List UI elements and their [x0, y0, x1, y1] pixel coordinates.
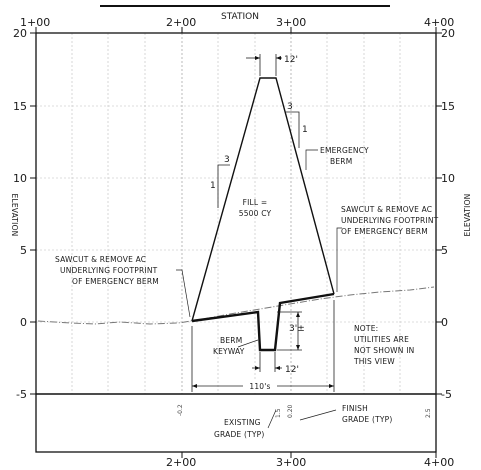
station-label-bottom-2: 3+00 [276, 456, 306, 469]
sawcut-left-leader [176, 269, 191, 318]
grade-readout-right: 2.5 [425, 408, 432, 418]
grade-readout-left: -0.2 [177, 404, 184, 416]
emergency-berm-label-line2: BERM [330, 157, 352, 166]
elev-label-left-15: 15 [13, 100, 27, 113]
elev-label-left-20: 20 [13, 27, 27, 40]
station-label-bottom-1: 2+00 [166, 456, 196, 469]
emergency-berm-leader [305, 149, 318, 170]
base-width-label: 110's [249, 382, 270, 391]
station-ticks [35, 27, 437, 458]
station-label-top-1: 1+00 [20, 16, 50, 29]
top-width-dimension [246, 54, 282, 76]
elev-label-right-neg5: -5 [441, 388, 452, 401]
station-label-top-4: 4+00 [424, 16, 454, 29]
slope-right-run-label: 1 [302, 125, 308, 135]
existing-grade-line [37, 286, 435, 325]
slope-right-rise-label: 3 [287, 102, 293, 112]
elevation-ticks [30, 32, 442, 395]
elev-label-left-neg5: -5 [16, 388, 27, 401]
base-width-dimension [191, 300, 335, 392]
elev-label-right-0: 0 [441, 316, 448, 329]
note-label-line2: UTILITIES ARE [354, 335, 409, 344]
elev-label-left-0: 0 [20, 316, 27, 329]
station-label-top-3: 3+00 [276, 16, 306, 29]
base-width-label-bg [243, 379, 277, 391]
finish-grade-line [191, 292, 335, 352]
elev-label-left-5: 5 [20, 244, 27, 257]
sawcut-left-label-line3: OF EMERGENCY BERM [72, 277, 159, 286]
existing-grade-label-line2: GRADE (TYP) [214, 430, 265, 439]
sawcut-right-label-line3: OF EMERGENCY BERM [341, 227, 428, 236]
keyway-width-dimension [252, 352, 282, 372]
grade-readout-mid-2: 0.20 [287, 404, 294, 418]
berm-keyway-label-line1: BERM [220, 336, 242, 345]
keyway-depth-label: 3'± [289, 324, 305, 334]
sawcut-right-label-line1: SAWCUT & REMOVE AC [341, 205, 432, 214]
slope-indicator-left [217, 164, 230, 208]
note-label-line4: THIS VIEW [353, 357, 395, 366]
horizontal-grid [36, 105, 436, 323]
slope-indicator-right [285, 111, 300, 148]
grade-band [35, 393, 437, 453]
elev-label-right-15: 15 [441, 100, 455, 113]
sawcut-right-leader [336, 227, 342, 292]
emergency-berm-label-line1: EMERGENCY [320, 146, 369, 155]
fill-label-line1: FILL = [243, 198, 268, 207]
station-label-bottom-3: 4+00 [424, 456, 454, 469]
sawcut-left-label-line2: UNDERLYING FOOTPRINT [60, 266, 158, 275]
axis-title-elevation-right: ELEVATION [463, 194, 472, 237]
grade-readout-mid-1: 1.5 [275, 408, 282, 418]
berm-keyway-leader [237, 339, 259, 348]
berm-keyway-label-line2: KEYWAY [213, 347, 245, 356]
station-label-top-2: 2+00 [166, 16, 196, 29]
fill-label-line2: 5500 CY [239, 209, 272, 218]
existing-grade-leader [267, 409, 277, 429]
note-label-line3: NOT SHOWN IN [354, 346, 414, 355]
axis-title-elevation-left: ELEVATION [10, 194, 19, 237]
keyway-depth-dimension [277, 311, 302, 351]
elev-label-right-5: 5 [441, 244, 448, 257]
keyway-width-label: 12' [285, 365, 299, 375]
note-label-line1: NOTE: [354, 324, 378, 333]
elev-label-right-10: 10 [441, 172, 455, 185]
finish-grade-leader [299, 409, 337, 421]
elev-label-right-20: 20 [441, 27, 455, 40]
slope-left-rise-label: 3 [224, 155, 230, 165]
finish-grade-label-line1: FINISH [342, 404, 368, 413]
sawcut-left-label-line1: SAWCUT & REMOVE AC [55, 255, 146, 264]
elev-label-left-10: 10 [13, 172, 27, 185]
axis-title-station: STATION [221, 12, 259, 22]
vertical-grid [71, 33, 401, 394]
existing-grade-label-line1: EXISTING [224, 418, 261, 427]
finish-grade-label-line2: GRADE (TYP) [342, 415, 393, 424]
sawcut-right-label-line2: UNDERLYING FOOTPRINT [341, 216, 439, 225]
emergency-berm-outline [191, 77, 335, 322]
slope-left-run-label: 1 [210, 181, 216, 191]
top-width-label: 12' [284, 55, 298, 65]
